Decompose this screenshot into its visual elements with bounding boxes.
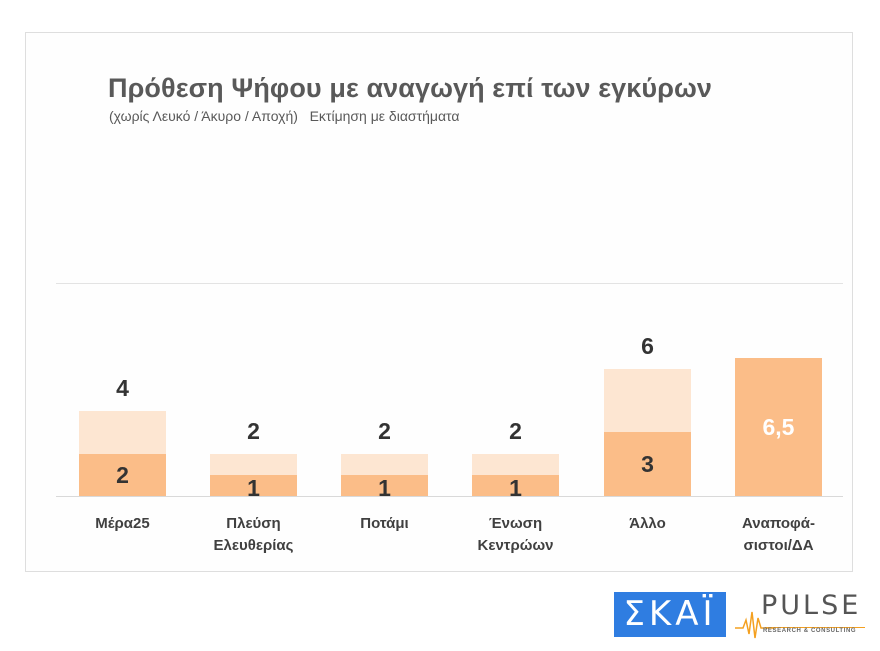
category-label: Ποτάμι bbox=[360, 515, 409, 532]
bar-upper-range bbox=[210, 453, 297, 475]
bar: 2 bbox=[79, 411, 166, 496]
bar-lower-value: 6,5 bbox=[735, 358, 822, 496]
chart-subtitle: (χωρίς Λευκό / Άκυρο / Αποχή) Εκτίμηση μ… bbox=[109, 108, 460, 124]
bar-upper-range bbox=[79, 411, 166, 454]
bar: 3 bbox=[604, 368, 691, 496]
category-label: Αναποφά- σιστοι/ΔΑ bbox=[741, 515, 815, 554]
category-label: Άλλο bbox=[629, 515, 666, 532]
skai-logo: ΣΚΑΪ bbox=[614, 592, 726, 637]
bar-upper-range bbox=[472, 453, 559, 475]
bar-lower-label: 1 bbox=[247, 474, 260, 500]
pulse-tagline: RESEARCH & CONSULTING bbox=[763, 628, 857, 634]
gridline bbox=[56, 283, 843, 284]
pulse-wordmark: PULSE bbox=[761, 590, 862, 621]
pulse-heartbeat-icon bbox=[735, 611, 775, 639]
bar-lower-value: 1 bbox=[472, 474, 559, 500]
bar-lower-value: 1 bbox=[341, 474, 428, 500]
bar: 1 bbox=[210, 453, 297, 500]
pulse-line bbox=[765, 627, 865, 628]
category-label: Πλεύση Ελευθερίας bbox=[213, 515, 294, 554]
bar-lower-label: 1 bbox=[509, 474, 522, 500]
x-axis-baseline bbox=[56, 496, 843, 497]
bar-upper-label: 2 bbox=[378, 417, 391, 444]
bar-lower-value: 3 bbox=[604, 432, 691, 496]
bar-lower-label: 3 bbox=[641, 451, 654, 478]
bar-upper-label: 2 bbox=[247, 417, 260, 444]
bar-upper-label: 2 bbox=[509, 417, 522, 444]
bar-lower-value: 2 bbox=[79, 453, 166, 496]
bar: 1 bbox=[341, 453, 428, 500]
bar-upper-label: 6 bbox=[641, 332, 654, 359]
category-label: Ένωση Κεντρώων bbox=[477, 515, 554, 554]
chart-title: Πρόθεση Ψήφου με αναγωγή επί των εγκύρων bbox=[108, 73, 713, 103]
category-label: Μέρα25 bbox=[95, 515, 150, 532]
pulse-logo: PULSE RESEARCH & CONSULTING bbox=[735, 590, 870, 640]
bar-lower-value: 1 bbox=[210, 474, 297, 500]
bar-upper-range bbox=[604, 368, 691, 433]
bar: 6,5 bbox=[735, 358, 822, 496]
bar-lower-label: 1 bbox=[378, 474, 391, 500]
bar-lower-label: 6,5 bbox=[762, 414, 795, 441]
bar: 1 bbox=[472, 453, 559, 500]
bar-lower-label: 2 bbox=[116, 461, 129, 488]
bar-upper-label: 4 bbox=[116, 375, 129, 402]
bar-upper-range bbox=[341, 453, 428, 475]
